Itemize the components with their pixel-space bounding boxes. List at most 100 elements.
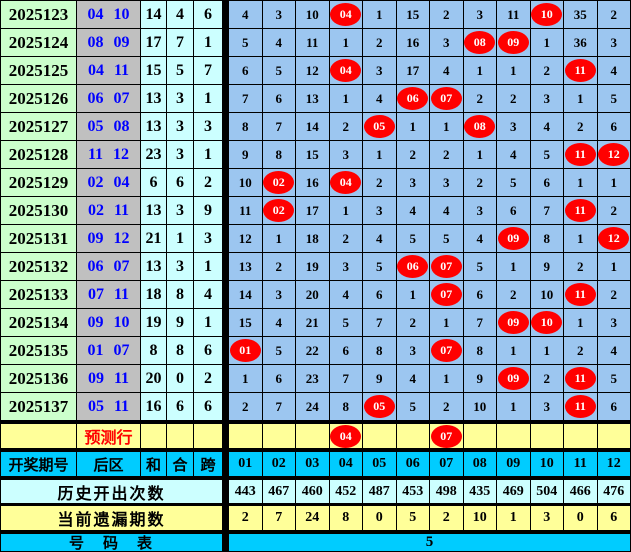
ball-cell: 4 <box>463 225 497 253</box>
ball-cell: 4 <box>597 337 631 365</box>
period-cell: 2025125 <box>1 57 77 85</box>
ball-cell: 3 <box>363 57 397 85</box>
ball-cell: 11 <box>564 141 598 169</box>
ball-cell: 4 <box>597 57 631 85</box>
hit-ball: 06 <box>397 255 429 278</box>
ball-cell: 5 <box>329 309 363 337</box>
ball-cell: 06 <box>396 85 430 113</box>
span-cell: 1 <box>194 29 223 57</box>
ball-cell: 2 <box>396 141 430 169</box>
trend-row: 2025127 05 08 13 3 3 8 7 14 2 05 1 1 08 3 4 2 6 <box>1 113 631 141</box>
miss-count-cell: 24 <box>296 506 330 531</box>
prediction-label: 预测行 <box>77 424 141 449</box>
ball-cell: 14 <box>296 113 330 141</box>
period-cell: 2025132 <box>1 253 77 281</box>
combine-cell: 3 <box>167 253 194 281</box>
trend-row: 2025137 05 11 16 6 6 2 7 24 8 05 5 2 10 1 3 11 6 <box>1 393 631 421</box>
footer-label: 号 码 表 <box>1 534 223 552</box>
ball-cell: 14 <box>229 281 263 309</box>
span-cell: 2 <box>194 169 223 197</box>
ball-cell: 35 <box>564 1 598 29</box>
combine-cell: 3 <box>167 141 194 169</box>
header-ball-cell: 02 <box>262 452 296 477</box>
combine-cell: 1 <box>167 225 194 253</box>
ball-cell: 4 <box>430 57 464 85</box>
ball-cell: 09 <box>497 309 531 337</box>
ball-cell: 1 <box>597 169 631 197</box>
section-divider <box>223 85 229 113</box>
hit-ball: 02 <box>263 171 295 194</box>
header-ball-cell: 09 <box>497 452 531 477</box>
sum-cell: 8 <box>141 337 167 365</box>
sum-cell: 14 <box>141 1 167 29</box>
ball-cell: 3 <box>329 253 363 281</box>
ball-cell: 2 <box>564 337 598 365</box>
section-divider <box>223 393 229 421</box>
section-divider <box>223 29 229 57</box>
sum-cell: 13 <box>141 253 167 281</box>
sum-cell: 20 <box>141 365 167 393</box>
ball-cell: 5 <box>497 169 531 197</box>
combine-cell: 8 <box>167 281 194 309</box>
ball-cell: 17 <box>396 57 430 85</box>
hit-ball: 10 <box>531 3 563 26</box>
ball-cell: 5 <box>597 365 631 393</box>
ball-cell: 1 <box>229 365 263 393</box>
ball-cell: 2 <box>262 253 296 281</box>
span-cell: 1 <box>194 253 223 281</box>
ball-cell: 11 <box>229 197 263 225</box>
period-cell: 2025129 <box>1 169 77 197</box>
ball-cell: 2 <box>396 309 430 337</box>
section-divider <box>223 253 229 281</box>
hit-ball: 09 <box>497 367 529 390</box>
ball-cell: 9 <box>530 253 564 281</box>
ball-cell: 2 <box>497 85 531 113</box>
ball-cell: 2 <box>463 169 497 197</box>
span-cell: 7 <box>194 57 223 85</box>
ball-cell: 5 <box>262 337 296 365</box>
hit-ball: 04 <box>330 59 362 82</box>
ball-cell: 6 <box>530 169 564 197</box>
combine-cell: 3 <box>167 113 194 141</box>
header-ball-cell: 05 <box>363 452 397 477</box>
ball-cell: 20 <box>296 281 330 309</box>
ball-cell: 15 <box>396 1 430 29</box>
miss-count-cell: 7 <box>262 506 296 531</box>
ball-cell: 8 <box>329 393 363 421</box>
header-ball-cell: 01 <box>229 452 263 477</box>
ball-cell: 3 <box>262 1 296 29</box>
ball-cell: 11 <box>296 29 330 57</box>
ball-cell: 10 <box>229 169 263 197</box>
trend-row: 2025129 02 04 6 6 2 10 02 16 04 2 3 3 2 5 6 1 1 <box>1 169 631 197</box>
ball-cell: 3 <box>597 309 631 337</box>
header-ball-cell: 03 <box>296 452 330 477</box>
ball-cell: 2 <box>564 253 598 281</box>
span-cell: 6 <box>194 1 223 29</box>
sum-cell: 13 <box>141 197 167 225</box>
span-cell: 6 <box>194 393 223 421</box>
ball-cell: 36 <box>564 29 598 57</box>
ball-cell: 2 <box>329 113 363 141</box>
hit-ball: 01 <box>229 339 261 362</box>
footer-value: 5 <box>229 534 631 552</box>
hit-ball: 02 <box>263 199 295 222</box>
back-zone-cell: 05 11 <box>77 393 141 421</box>
ball-cell: 7 <box>229 85 263 113</box>
combine-cell: 5 <box>167 57 194 85</box>
ball-cell <box>564 424 598 449</box>
section-divider <box>223 534 229 552</box>
sum-cell: 21 <box>141 225 167 253</box>
sum-cell: 19 <box>141 309 167 337</box>
hit-ball: 06 <box>397 87 429 110</box>
ball-cell: 2 <box>530 365 564 393</box>
combine-cell: 0 <box>167 365 194 393</box>
ball-cell: 5 <box>430 225 464 253</box>
trend-row: 2025123 04 10 14 4 6 4 3 10 04 1 15 2 3 11 10 35 2 <box>1 1 631 29</box>
ball-cell: 8 <box>463 337 497 365</box>
miss-count-cell: 8 <box>329 506 363 531</box>
ball-cell: 1 <box>363 1 397 29</box>
back-zone-cell: 01 07 <box>77 337 141 365</box>
trend-row: 2025135 01 07 8 8 6 01 5 22 6 8 3 07 8 1 1 2 4 <box>1 337 631 365</box>
back-zone-cell: 09 11 <box>77 365 141 393</box>
section-divider <box>223 113 229 141</box>
